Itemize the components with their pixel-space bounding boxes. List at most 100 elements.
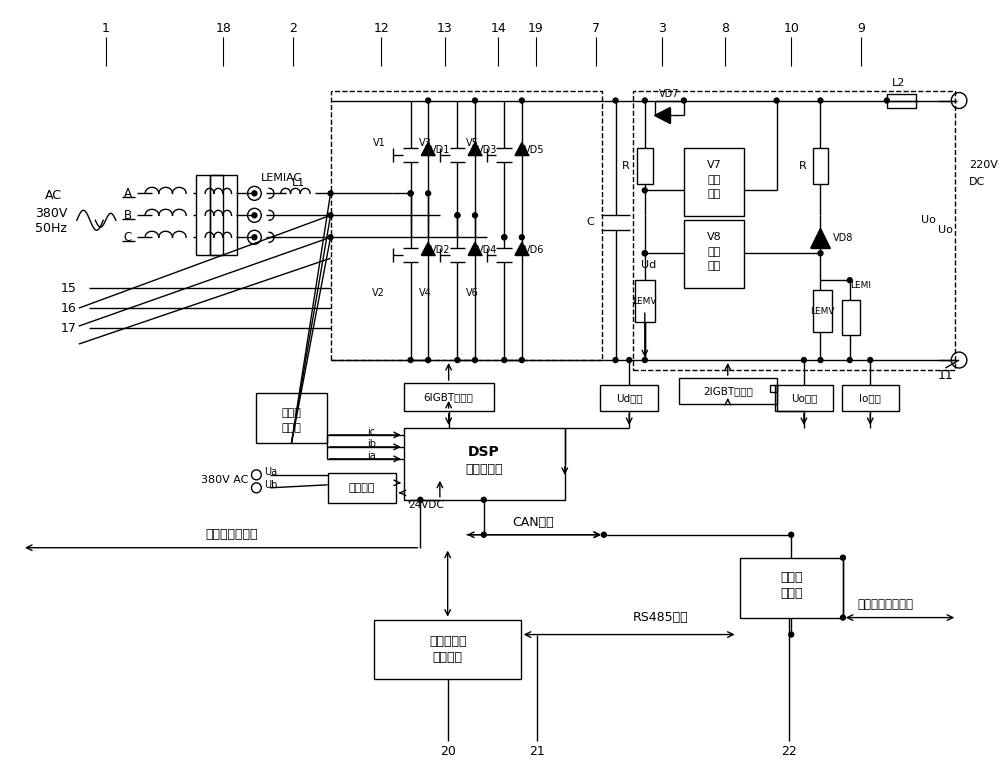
Circle shape [455,213,460,218]
Text: 21: 21 [530,745,545,758]
Text: ib: ib [367,439,376,449]
Text: VD8: VD8 [833,233,854,244]
Circle shape [613,98,618,103]
Text: VD4: VD4 [477,245,497,255]
Circle shape [426,98,431,103]
Circle shape [601,532,606,538]
Text: V6: V6 [466,288,479,298]
Circle shape [642,187,647,193]
Bar [679,378,777,404]
Text: Uo: Uo [921,216,936,226]
Circle shape [252,235,257,240]
Polygon shape [515,142,529,156]
Text: Ud检测: Ud检测 [616,393,643,403]
Text: 2: 2 [290,22,297,35]
Text: 380V AC: 380V AC [201,475,249,485]
Text: 9: 9 [858,22,865,35]
Text: L1: L1 [292,178,305,188]
Text: 开关: 开关 [707,261,721,272]
Text: L2: L2 [892,78,905,88]
Text: 数据控制器: 数据控制器 [465,464,503,476]
Text: 11: 11 [938,369,953,381]
Circle shape [502,358,507,363]
Bar [887,93,916,107]
Text: 6IGBT驱动板: 6IGBT驱动板 [424,392,474,402]
Text: VD3: VD3 [477,145,497,156]
Bar [775,385,833,411]
Text: 8: 8 [721,22,729,35]
Bar [637,149,653,184]
Circle shape [519,358,524,363]
Bar [842,385,899,411]
Text: Uo检测: Uo检测 [791,393,817,403]
Text: V5: V5 [466,138,479,149]
Text: CAN总线: CAN总线 [512,517,553,529]
Circle shape [847,278,852,282]
Text: 流检测: 流检测 [282,423,301,433]
Text: 充电: 充电 [707,175,721,185]
Bar [842,300,860,335]
Circle shape [473,98,477,103]
Circle shape [818,251,823,256]
Text: LEMI: LEMI [850,281,871,289]
Text: 18: 18 [215,22,231,35]
Text: 至上级监控系统: 至上级监控系统 [206,528,258,541]
Circle shape [613,358,618,363]
Circle shape [884,98,889,103]
Circle shape [455,358,460,363]
Circle shape [840,615,845,620]
Circle shape [473,213,477,218]
Text: 19: 19 [528,22,543,35]
Circle shape [642,251,647,256]
Text: 开关: 开关 [707,189,721,199]
Circle shape [418,497,423,503]
Text: 50Hz: 50Hz [35,222,67,235]
Text: V8: V8 [707,233,721,242]
Bar [331,90,602,360]
Circle shape [789,532,794,538]
Bar [256,393,327,443]
Text: 380V: 380V [35,207,67,220]
Circle shape [328,213,333,218]
Text: 绝缘检: 绝缘检 [780,571,802,584]
Text: 22: 22 [781,745,797,758]
Circle shape [642,358,647,363]
Text: 10: 10 [783,22,799,35]
Bar [404,383,494,411]
Text: 15: 15 [61,282,77,295]
Text: ic: ic [367,427,376,437]
Text: VD1: VD1 [430,145,450,156]
Circle shape [408,358,413,363]
Circle shape [840,555,845,560]
Circle shape [801,358,806,363]
Text: LEMV: LEMV [633,296,657,306]
Text: R: R [621,161,629,171]
Circle shape [789,632,794,637]
Text: 20: 20 [440,745,456,758]
Circle shape [328,235,333,240]
Circle shape [642,98,647,103]
Bar [740,558,843,618]
Circle shape [519,98,524,103]
Polygon shape [421,142,435,156]
Text: V3: V3 [419,138,432,149]
Circle shape [408,191,413,196]
Text: 测单元: 测单元 [780,587,802,600]
Circle shape [252,213,257,218]
Text: 13: 13 [437,22,453,35]
Text: AC: AC [45,189,62,202]
Circle shape [642,251,647,256]
Text: C: C [586,217,594,227]
Text: V7: V7 [707,160,721,170]
Polygon shape [468,142,482,156]
Bar [684,220,744,288]
Bar [210,175,237,255]
Polygon shape [421,242,435,255]
Text: Ub: Ub [264,480,278,490]
Bar [374,619,521,679]
Text: VD5: VD5 [524,145,544,156]
Circle shape [455,213,460,218]
Text: 1: 1 [102,22,110,35]
Text: ia: ia [367,451,376,461]
Circle shape [868,358,873,363]
